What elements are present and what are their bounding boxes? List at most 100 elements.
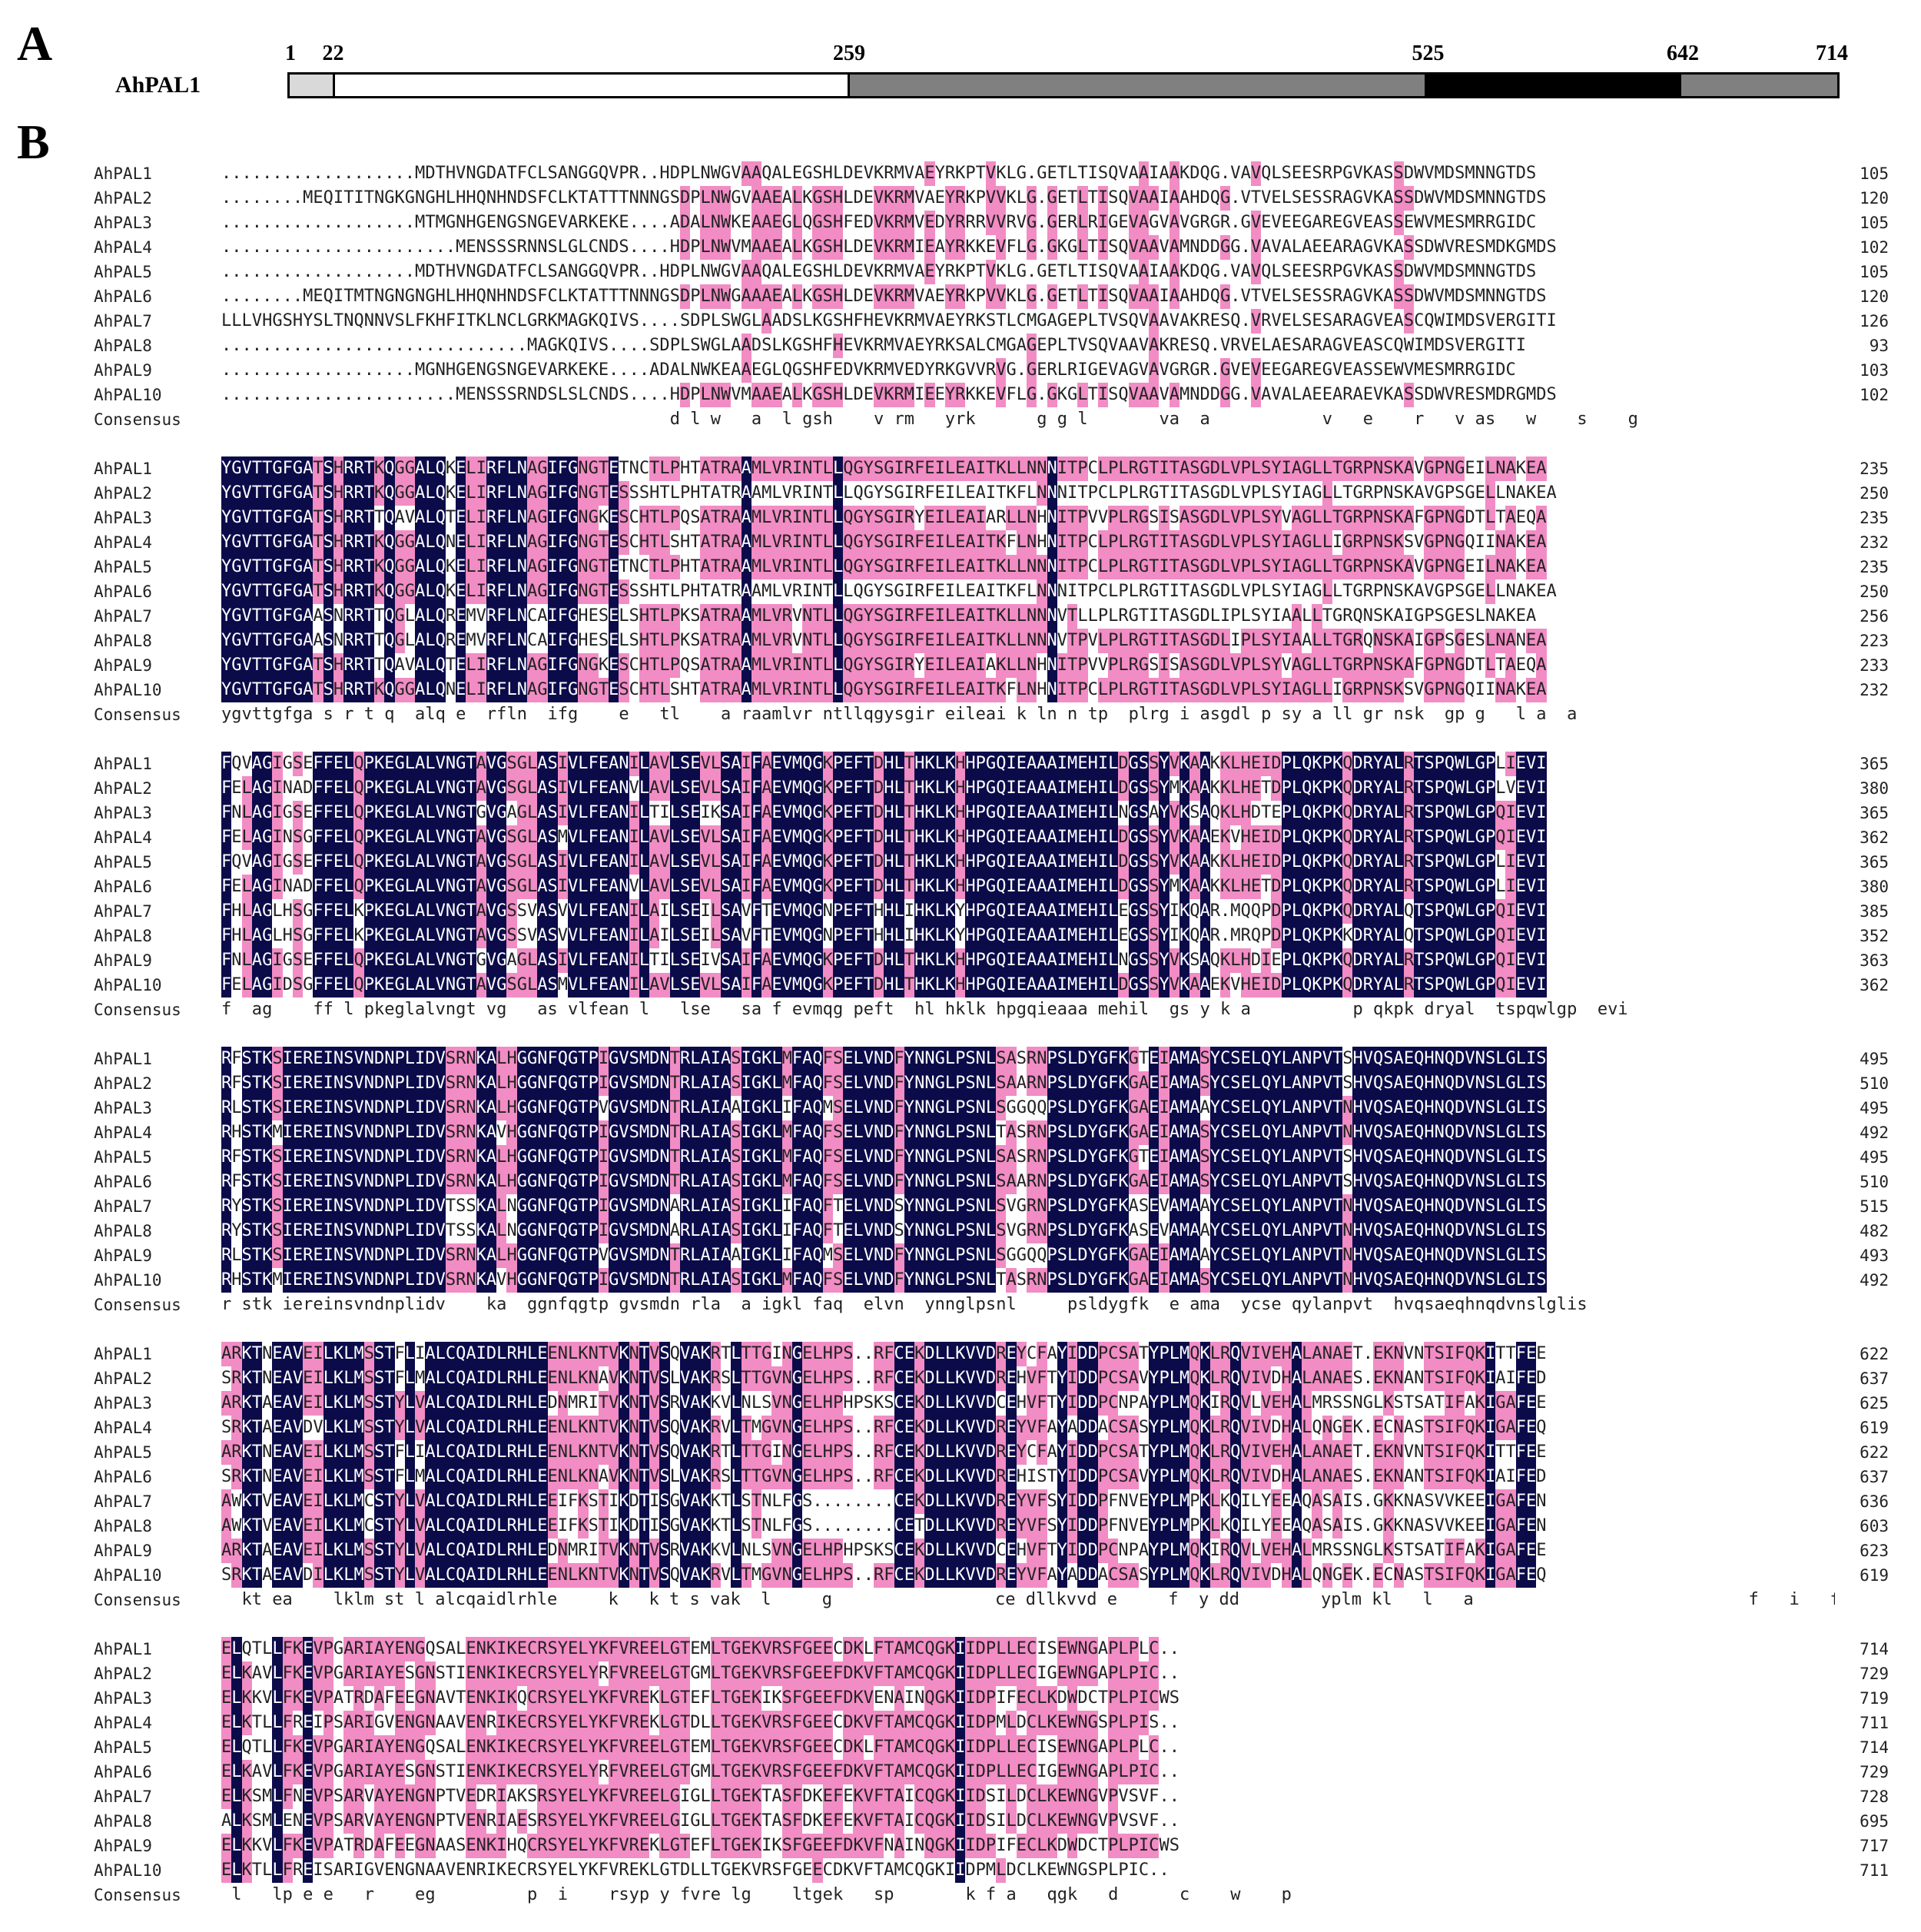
- residue: F: [853, 825, 863, 850]
- residue: T: [252, 530, 262, 555]
- consensus-residue: t: [262, 702, 272, 727]
- residue: A: [415, 506, 425, 530]
- residue: L: [578, 924, 588, 948]
- residue: L: [1118, 653, 1128, 678]
- residue: P: [833, 776, 843, 801]
- residue: G: [578, 309, 588, 334]
- residue: S: [1342, 1047, 1352, 1071]
- residue: P: [833, 948, 843, 973]
- residue: A: [742, 604, 751, 629]
- residue: V: [1526, 924, 1536, 948]
- residue: N: [466, 1047, 476, 1071]
- consensus-residue: s: [812, 407, 822, 432]
- residue: E: [333, 850, 343, 875]
- residue: A: [782, 284, 792, 309]
- residue: G: [1445, 604, 1455, 629]
- residue: T: [1159, 579, 1169, 604]
- residue: A: [537, 924, 547, 948]
- residue: A: [1505, 653, 1515, 678]
- residue: T: [333, 309, 343, 334]
- residue: .: [609, 334, 619, 358]
- residue: .: [1241, 235, 1251, 260]
- residue: S: [1108, 383, 1118, 407]
- residue: N: [1373, 555, 1383, 579]
- residue: N: [1495, 629, 1505, 653]
- residue: N: [1383, 481, 1393, 506]
- residue: G: [527, 1120, 537, 1145]
- residue: E: [690, 825, 700, 850]
- consensus-residue: t: [252, 702, 262, 727]
- residue: G: [537, 506, 547, 530]
- residue: K: [884, 284, 894, 309]
- residue: A: [415, 875, 425, 899]
- residue: E: [1251, 752, 1261, 776]
- residue: H: [466, 186, 476, 211]
- residue: Q: [1342, 899, 1352, 924]
- residue: S: [599, 604, 609, 629]
- residue: I: [558, 875, 568, 899]
- consensus-residue: [1108, 407, 1118, 432]
- residue: L: [1251, 1047, 1261, 1071]
- residue: K: [1179, 825, 1189, 850]
- residue: I: [1159, 530, 1169, 555]
- residue: K: [1179, 875, 1189, 899]
- consensus-residue: a: [1200, 407, 1210, 432]
- residue: S: [1455, 481, 1465, 506]
- residue: L: [242, 899, 252, 924]
- residue: I: [1067, 481, 1077, 506]
- residue: G: [1057, 309, 1067, 334]
- residue: G: [1129, 948, 1139, 973]
- residue: Q: [384, 653, 394, 678]
- residue: Q: [802, 899, 812, 924]
- residue: N: [578, 653, 588, 678]
- residue: D: [1516, 211, 1526, 235]
- residue: V: [996, 284, 1006, 309]
- residue: H: [884, 973, 894, 998]
- consensus-residue: [1251, 407, 1261, 432]
- residue: K: [1332, 948, 1342, 973]
- residue: L: [1292, 309, 1302, 334]
- residue: S: [874, 629, 884, 653]
- residue: K: [945, 825, 955, 850]
- residue: D: [609, 235, 619, 260]
- residue: A: [1200, 825, 1210, 850]
- residue: G: [1027, 284, 1037, 309]
- residue: T: [1139, 604, 1149, 629]
- residue: E: [333, 924, 343, 948]
- residue: G: [405, 456, 415, 481]
- residue: Q: [436, 555, 446, 579]
- residue: L: [1322, 579, 1332, 604]
- residue: .: [313, 235, 323, 260]
- residue: E: [313, 1047, 323, 1071]
- residue: S: [996, 1096, 1006, 1120]
- residue: D: [425, 1047, 435, 1071]
- residue: K: [1179, 260, 1189, 284]
- consensus-residue: l: [1547, 998, 1557, 1022]
- consensus-residue: [1588, 998, 1598, 1022]
- residue: H: [874, 899, 884, 924]
- residue: S: [527, 186, 537, 211]
- residue: V: [568, 899, 578, 924]
- residue: V: [1465, 1120, 1475, 1145]
- residue: K: [731, 211, 741, 235]
- residue: L: [986, 1071, 996, 1096]
- residue: T: [1261, 801, 1271, 825]
- residue: G: [1210, 161, 1220, 186]
- residue: T: [1414, 752, 1424, 776]
- residue: H: [446, 358, 456, 383]
- residue: L: [843, 481, 853, 506]
- residue: I: [1170, 579, 1179, 604]
- residue: H: [690, 481, 700, 506]
- residue: G: [1047, 186, 1057, 211]
- residue: Q: [802, 875, 812, 899]
- residue: P: [1251, 481, 1261, 506]
- residue: G: [272, 456, 282, 481]
- residue: I: [894, 604, 904, 629]
- residue: .: [303, 235, 313, 260]
- residue: I: [1006, 948, 1016, 973]
- residue: T: [649, 604, 659, 629]
